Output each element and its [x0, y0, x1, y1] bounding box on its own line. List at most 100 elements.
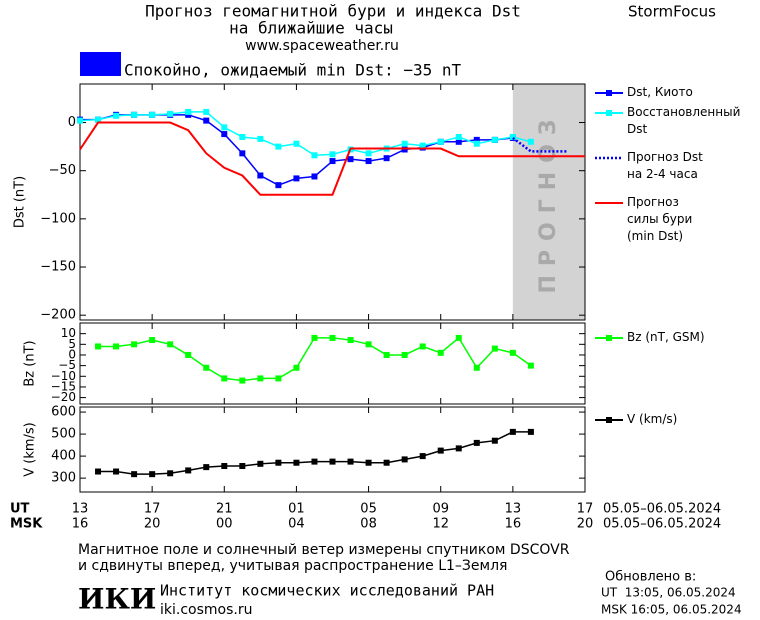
legend-label: Dst, Киото: [627, 85, 693, 99]
x-range-label: 05.05–06.05.2024: [603, 502, 721, 517]
title: Прогноз геомагнитной бури и индекса Dst: [145, 2, 521, 21]
data-point: [527, 138, 534, 145]
y-tick-label: 500: [51, 427, 76, 442]
data-point: [185, 351, 192, 358]
data-point: [491, 345, 498, 352]
updated-label: Обновлено в:: [605, 570, 696, 585]
updated-ut: UT 13:05, 06.05.2024: [601, 586, 736, 600]
data-point: [455, 133, 462, 140]
plot-frame: [79, 406, 586, 493]
status-swatch: [80, 52, 121, 76]
institute: Институт космических исследований РАН: [160, 582, 494, 600]
data-point: [419, 453, 426, 460]
x-tick-label: 09: [432, 502, 449, 517]
data-point: [95, 468, 102, 475]
y-tick-label: 5: [68, 337, 76, 351]
data-point: [185, 467, 192, 474]
series-line: [80, 114, 513, 186]
data-point: [365, 459, 372, 466]
legend-label: Восстановленный Dst: [627, 105, 741, 136]
data-point: [221, 131, 228, 138]
brand: StormFocus: [628, 3, 716, 21]
data-point: [149, 471, 156, 478]
forecast-region: [512, 84, 585, 320]
data-point: [347, 337, 354, 344]
logo: ИКИ: [78, 583, 156, 616]
data-point: [221, 463, 228, 470]
y-tick-label: 300: [51, 471, 76, 486]
data-point: [473, 140, 480, 147]
site: iki.cosmos.ru: [160, 602, 252, 618]
data-point: [275, 182, 282, 189]
x-tick-label: 13: [72, 502, 89, 517]
y-tick-label: −150: [40, 260, 76, 275]
x-axis-label: MSK: [10, 517, 43, 532]
data-point: [365, 341, 372, 348]
x-range-label: 05.05–06.05.2024: [603, 517, 721, 532]
data-point: [401, 456, 408, 463]
x-tick-label: 13: [505, 502, 522, 517]
y-tick-label: −15: [51, 379, 76, 393]
data-point: [293, 364, 300, 371]
data-point: [257, 172, 264, 179]
y-tick-label: 0: [68, 347, 76, 361]
plot-frame: [79, 83, 586, 321]
y-tick-label: −10: [51, 369, 76, 383]
x-tick-label: 01: [288, 502, 305, 517]
data-point: [383, 459, 390, 466]
status: Спокойно, ожидаемый min Dst: −35 nT: [124, 61, 462, 80]
data-point: [149, 337, 156, 344]
data-point: [419, 142, 426, 149]
data-point: [203, 464, 210, 471]
x-tick-label: 20: [577, 517, 594, 532]
data-point: [311, 334, 318, 341]
data-point: [329, 158, 336, 165]
plot-frame: [79, 322, 586, 405]
x-tick-label: 21: [216, 502, 233, 517]
legend-label: Прогноз силы бури (min Dst): [627, 195, 693, 243]
data-point: [383, 155, 390, 162]
data-point: [275, 459, 282, 466]
data-point: [509, 133, 516, 140]
series-line: [512, 136, 567, 153]
data-point: [437, 349, 444, 356]
data-point: [455, 445, 462, 452]
data-point: [131, 341, 138, 348]
data-point: [491, 437, 498, 444]
data-point: [473, 439, 480, 446]
data-point: [95, 343, 102, 350]
data-point: [239, 133, 246, 140]
footer-note: и сдвинуты вперед, учитывая распростране…: [78, 558, 507, 574]
data-point: [311, 152, 318, 159]
data-point: [239, 377, 246, 384]
url: www.spaceweather.ru: [245, 38, 399, 54]
data-point: [221, 375, 228, 382]
data-point: [185, 108, 192, 115]
data-point: [257, 375, 264, 382]
data-point: [275, 143, 282, 150]
data-point: [509, 428, 516, 435]
data-point: [329, 458, 336, 465]
data-point: [419, 343, 426, 350]
y-tick-label: 0: [68, 115, 76, 130]
data-point: [455, 334, 462, 341]
x-tick-label: 16: [505, 517, 522, 532]
data-point: [167, 110, 174, 117]
data-point: [239, 150, 246, 157]
data-point: [401, 140, 408, 147]
data-point: [365, 150, 372, 157]
data-point: [311, 458, 318, 465]
data-point: [329, 334, 336, 341]
subtitle: на ближайшие часы: [229, 19, 393, 38]
x-tick-label: 12: [432, 517, 449, 532]
data-point: [257, 460, 264, 467]
y-tick-label: 600: [51, 405, 76, 420]
data-point: [293, 140, 300, 147]
data-point: [131, 471, 138, 478]
legend-marker: [606, 335, 612, 341]
data-point: [275, 375, 282, 382]
x-tick-label: 16: [72, 517, 89, 532]
data-point: [365, 158, 372, 165]
y-tick-label: −50: [49, 163, 76, 178]
data-point: [329, 151, 336, 158]
